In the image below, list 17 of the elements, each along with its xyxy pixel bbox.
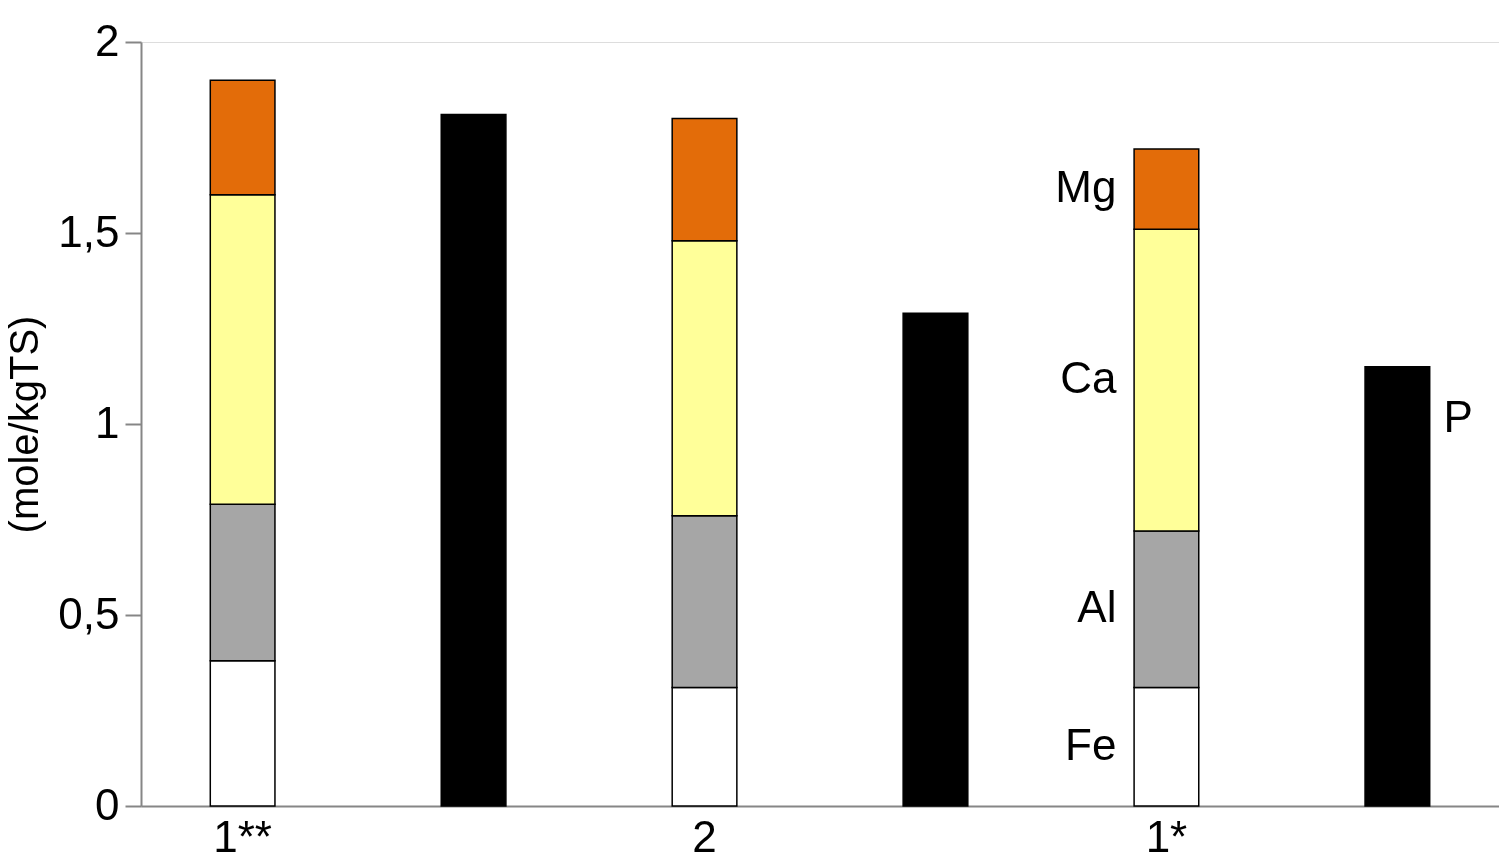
x-tick-label: 1*: [1145, 811, 1188, 861]
series-label: Ca: [1060, 353, 1117, 403]
series-label: Fe: [1065, 719, 1117, 769]
series-label: P: [1443, 392, 1473, 442]
bar: [440, 113, 507, 807]
bar: [902, 312, 969, 807]
y-tick-label: 2: [95, 15, 120, 65]
y-tick-label: 0,5: [58, 588, 120, 638]
x-tick-label: 2: [692, 811, 717, 861]
bar: [1364, 365, 1431, 807]
series-label: Mg: [1055, 162, 1117, 212]
y-tick-label: 1,5: [58, 206, 120, 256]
series-label: Al: [1077, 582, 1117, 632]
y-tick-label: 1: [95, 397, 120, 447]
x-tick-label: 1**: [213, 811, 272, 861]
y-tick-label: 0: [95, 779, 120, 829]
y-axis-title: (mole/kgTS): [2, 315, 47, 534]
